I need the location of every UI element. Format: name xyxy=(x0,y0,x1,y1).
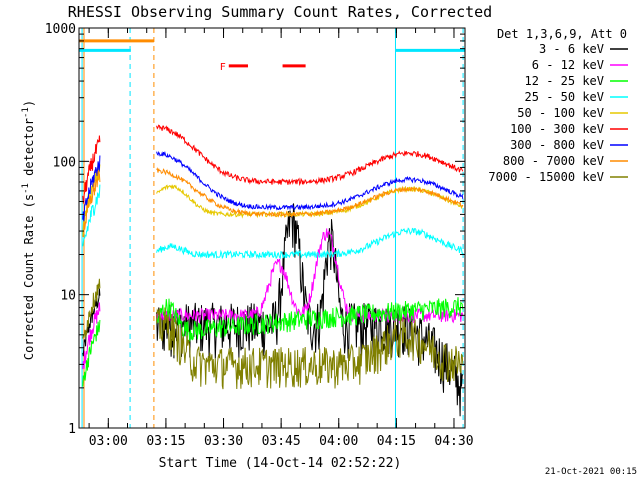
x-tick-label: 04:00 xyxy=(319,434,358,449)
series-line xyxy=(156,307,464,390)
series-line xyxy=(82,278,101,339)
y-tick-label: 1 xyxy=(68,422,76,437)
plot-area: SN F xyxy=(70,28,465,428)
x-axis: 03:00 03:15 03:30 03:45 04:00 04:15 04:30 xyxy=(88,28,474,449)
legend-label: 6 - 12 keV xyxy=(532,58,604,72)
legend-label: 25 - 50 keV xyxy=(525,90,604,104)
y-axis: 1 10 100 1000 xyxy=(45,22,465,437)
series-line xyxy=(156,167,464,219)
series-line xyxy=(82,155,101,222)
legend: Det 1,3,6,9, Att 0 3 - 6 keV 6 - 12 keV 12… xyxy=(488,27,628,184)
series-line xyxy=(156,150,464,211)
series-line xyxy=(82,135,101,205)
legend-label: 100 - 300 keV xyxy=(510,122,604,136)
flag-label: N xyxy=(70,46,76,57)
plot-frame xyxy=(78,27,466,429)
legend-label: 800 - 7000 keV xyxy=(503,154,604,168)
x-tick-label: 03:30 xyxy=(204,434,243,449)
x-tick-label: 03:15 xyxy=(146,434,185,449)
series-line xyxy=(82,319,101,387)
chart-title: RHESSI Observing Summary Count Rates, Co… xyxy=(68,3,492,21)
series-line xyxy=(156,124,464,187)
legend-header: Det 1,3,6,9, Att 0 xyxy=(497,27,627,41)
legend-label: 7000 - 15000 keV xyxy=(488,170,604,184)
series-line xyxy=(156,297,464,342)
x-tick-label: 04:30 xyxy=(434,434,473,449)
series-line xyxy=(156,227,464,260)
series-line xyxy=(82,184,101,247)
y-axis-label: Corrected Count Rate (s-1 detector-1) xyxy=(21,100,36,360)
series-line xyxy=(82,302,101,370)
flag-label: S xyxy=(70,37,76,48)
x-tick-label: 03:00 xyxy=(89,434,128,449)
x-axis-label: Start Time (14-Oct-14 02:52:22) xyxy=(159,456,402,471)
legend-label: 50 - 100 keV xyxy=(517,106,604,120)
x-tick-label: 03:45 xyxy=(262,434,301,449)
footer-timestamp: 21-Oct-2021 00:15 xyxy=(545,467,637,477)
y-tick-label: 10 xyxy=(60,289,76,304)
legend-label: 300 - 800 keV xyxy=(510,138,604,152)
series-line xyxy=(82,169,101,238)
legend-label: 12 - 25 keV xyxy=(525,74,604,88)
y-tick-label: 1000 xyxy=(45,22,76,37)
x-tick-label: 04:15 xyxy=(377,434,416,449)
legend-label: 3 - 6 keV xyxy=(539,42,604,56)
flag-label: F xyxy=(220,62,226,73)
series-line xyxy=(156,184,464,219)
plot-inner: SN F xyxy=(70,28,465,428)
y-tick-label: 100 xyxy=(53,155,76,170)
